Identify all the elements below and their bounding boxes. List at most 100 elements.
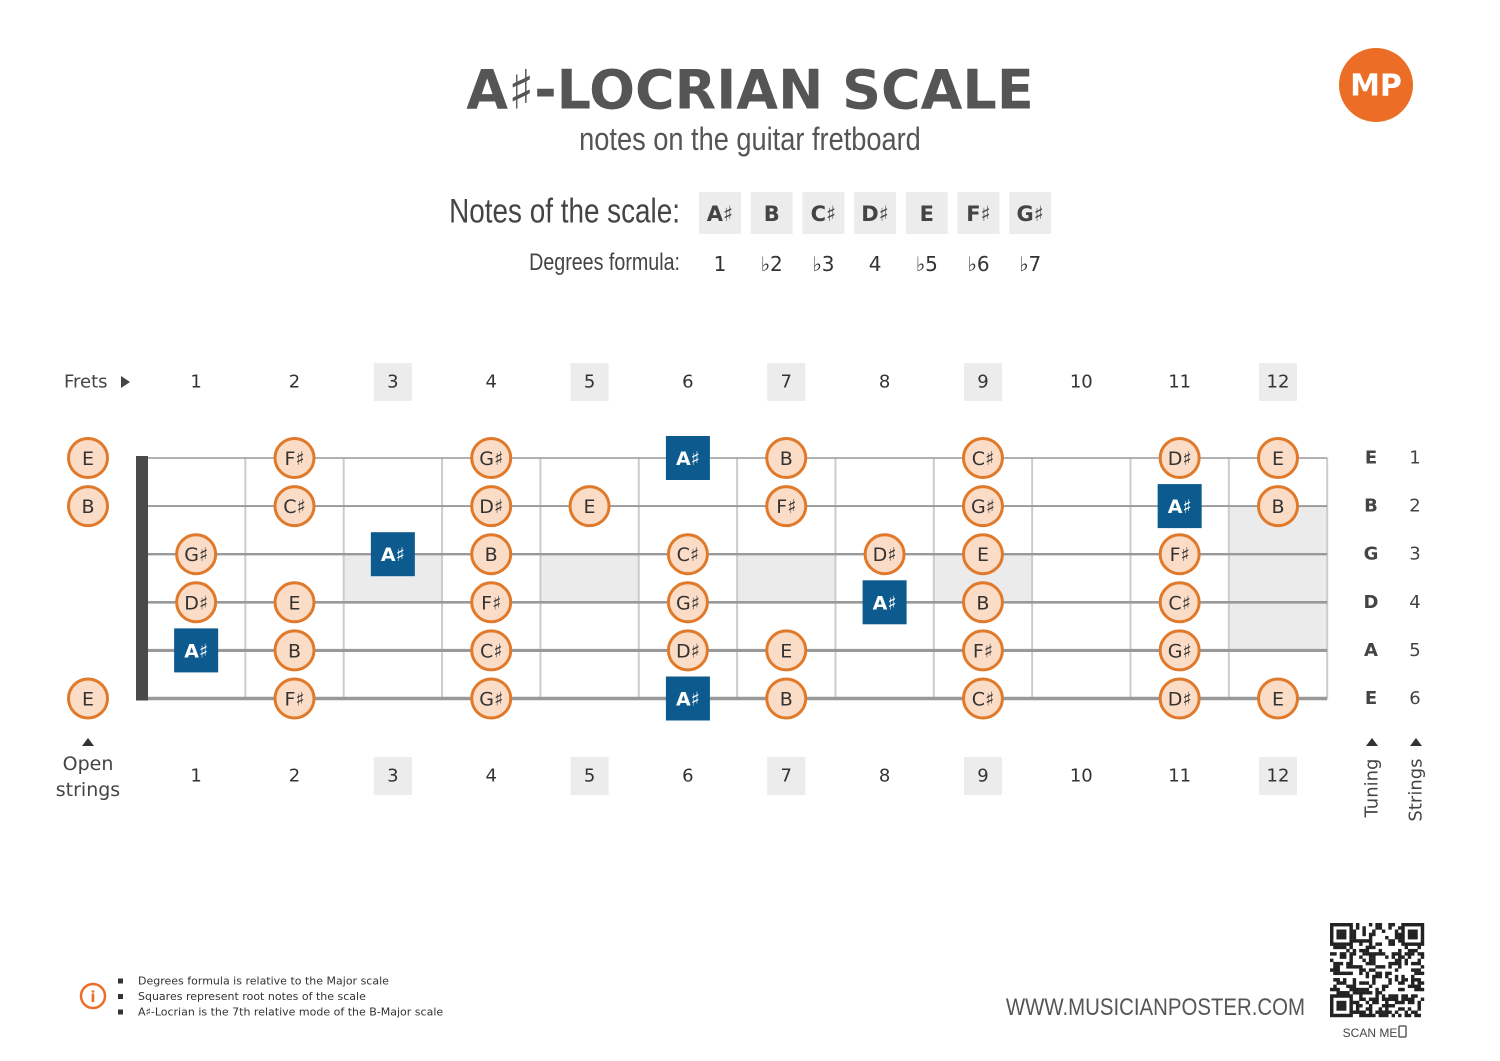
qr-cell: [1368, 1004, 1373, 1008]
qr-cell: [1388, 942, 1392, 946]
qr-cell: [1359, 987, 1363, 992]
qr-cell: [1330, 997, 1334, 1001]
note-label: C♯: [972, 448, 994, 470]
fret-number: 6: [682, 766, 693, 787]
fret-marker-box: [767, 757, 806, 795]
note-label: G♯: [479, 448, 503, 470]
footer-note: A♯-Locrian is the 7th relative mode of t…: [138, 1006, 443, 1019]
qr-cell: [1368, 1013, 1373, 1018]
qr-cell: [1342, 978, 1347, 982]
qr-cell: [1404, 945, 1408, 950]
note: [568, 485, 611, 528]
qr-cell: [1339, 929, 1344, 933]
logo-text: MP: [1350, 69, 1402, 104]
qr-cell: [1417, 923, 1421, 927]
inlay: [540, 554, 639, 603]
qr-cell: [1333, 952, 1337, 956]
fret-number: 3: [387, 372, 398, 393]
qr-cell: [1352, 965, 1357, 969]
open-strings-label: Open strings: [55, 753, 121, 801]
title: A♯-LOCRIAN SCALE: [466, 59, 1033, 122]
qr-cell: [1365, 987, 1370, 992]
note-label: C♯: [677, 544, 699, 566]
qr-cell: [1411, 935, 1415, 940]
arrow: [1366, 738, 1378, 746]
qr-cell: [1336, 1000, 1340, 1005]
note-label: G♯: [479, 689, 503, 711]
qr-cell: [1407, 929, 1412, 933]
tuning-note: G: [1364, 544, 1379, 565]
note: [765, 677, 808, 720]
qr-cell: [1388, 965, 1392, 969]
qr-cell: [1349, 1010, 1353, 1014]
qr-cell: [1401, 923, 1405, 927]
scale-note: F♯: [966, 202, 991, 226]
qr-cell: [1404, 1013, 1408, 1018]
root-note: [665, 436, 710, 480]
qr-cell: [1339, 961, 1344, 966]
qr-cell: [1388, 981, 1392, 985]
qr-cell: [1352, 978, 1357, 982]
qr-cell: [1359, 971, 1363, 976]
qr-cell: [1346, 971, 1350, 976]
qr-cell: [1368, 942, 1373, 946]
qr-cell: [1330, 1010, 1334, 1014]
qr-cell: [1391, 939, 1396, 943]
qr-code[interactable]: [1330, 923, 1425, 1018]
qr-cell: [1330, 1013, 1334, 1018]
qr-cell: [1365, 981, 1370, 985]
qr-cell: [1339, 935, 1344, 940]
qr-cell: [1330, 942, 1334, 946]
qr-cell: [1420, 971, 1425, 976]
fret-number: 7: [781, 766, 792, 787]
note: [961, 533, 1004, 576]
qr-cell: [1391, 1004, 1396, 1008]
qr-cell: [1333, 987, 1337, 992]
scale-note: E: [920, 202, 934, 226]
qr-cell: [1388, 971, 1392, 976]
note-box: [854, 192, 897, 234]
note-label: A♯: [873, 592, 897, 614]
qr-cell: [1365, 971, 1370, 976]
qr-cell: [1330, 968, 1334, 972]
note-label: A♯: [676, 448, 700, 470]
note-label: E: [288, 592, 300, 614]
note-label: D♯: [676, 640, 700, 662]
qr-cell: [1378, 991, 1383, 995]
qr-cell: [1388, 961, 1392, 966]
qr-cell: [1372, 929, 1376, 933]
qr-cell: [1336, 935, 1340, 940]
qr-cell: [1398, 926, 1402, 930]
qr-cell: [1342, 971, 1347, 976]
qr-cell: [1336, 994, 1340, 998]
website[interactable]: WWW.MUSICIANPOSTER.COM: [1006, 994, 1305, 1021]
qr-cell: [1385, 935, 1389, 940]
qr-cell: [1411, 997, 1415, 1001]
qr-cell: [1411, 974, 1415, 979]
qr-cell: [1381, 965, 1386, 969]
qr-cell: [1398, 935, 1402, 940]
qr-cell: [1375, 952, 1379, 956]
qr-cell: [1342, 955, 1347, 959]
qr-cell: [1417, 961, 1421, 966]
qr-cell: [1417, 987, 1421, 992]
qr-cell: [1411, 968, 1415, 972]
qr-cell: [1388, 994, 1392, 998]
qr-cell: [1349, 942, 1353, 946]
note: [470, 485, 513, 528]
fret-marker-box: [1259, 757, 1297, 795]
qr-cell: [1355, 965, 1360, 969]
qr-cell: [1336, 978, 1340, 982]
qr-cell: [1333, 978, 1337, 982]
qr-cell: [1333, 1013, 1337, 1018]
qr-cell: [1411, 952, 1415, 956]
qr-cell: [1349, 935, 1353, 940]
note: [1257, 677, 1299, 720]
qr-cell: [1375, 991, 1379, 995]
qr-cell: [1342, 952, 1347, 956]
qr-cell: [1414, 1013, 1418, 1018]
qr-cell: [1349, 955, 1353, 959]
qr-cell: [1398, 958, 1402, 963]
qr-cell: [1349, 971, 1353, 976]
qr-cell: [1333, 968, 1337, 972]
